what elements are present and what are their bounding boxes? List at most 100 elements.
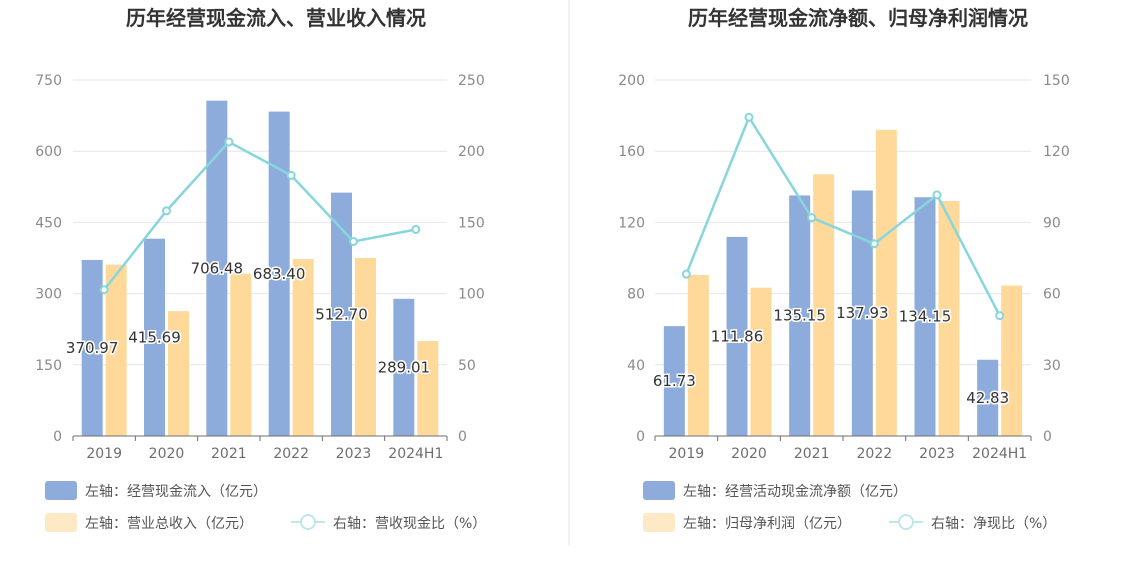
- chart2-right-tick-label: 150: [1043, 73, 1070, 89]
- chart2-bar-secondary[interactable]: [750, 287, 772, 436]
- chart2-bar-value-label: 61.73: [653, 372, 696, 390]
- chart2-x-tick-label: 2022: [857, 446, 893, 462]
- chart1-bar-primary[interactable]: [331, 192, 352, 436]
- chart1-x-tick-label: 2023: [336, 446, 372, 462]
- chart1-legend-label-bar2[interactable]: 左轴：营业总收入（亿元）: [85, 516, 253, 532]
- chart2-x-tick-label: 2020: [731, 446, 767, 462]
- chart1-right-tick-label: 50: [458, 358, 476, 374]
- chart2-x-tick-label: 2023: [919, 446, 955, 462]
- chart1-legend-swatch-bar1[interactable]: [45, 481, 77, 500]
- chart2-x-tick-label: 2021: [794, 446, 830, 462]
- chart2-bar-value-label: 111.86: [711, 327, 764, 345]
- chart1-left-tick-label: 300: [35, 287, 62, 303]
- chart2-plot: 0 40 80 120 160 200 0 30 60 90 120 150 2019 2020 2021 2…: [618, 73, 1069, 462]
- chart2-bar-value-label: 137.93: [836, 304, 889, 322]
- chart1-x-tick-label: 2024H1: [388, 446, 443, 462]
- chart2-bar-secondary[interactable]: [813, 174, 835, 436]
- chart1-bar-value-label: 370.97: [66, 339, 119, 357]
- chart2-legend-label-line[interactable]: 右轴：净现比（%）: [931, 516, 1056, 532]
- chart2-bar-primary[interactable]: [663, 326, 685, 436]
- chart1-left-tick-label: 750: [35, 73, 62, 89]
- chart1-x-tick-label: 2019: [86, 446, 122, 462]
- chart1-x-tick-label: 2021: [211, 446, 247, 462]
- chart1-bar-secondary[interactable]: [292, 258, 314, 436]
- chart2-left-tick-label: 120: [618, 215, 645, 231]
- chart1-legend-swatch-bar2[interactable]: [45, 513, 77, 532]
- chart2-right-tick-label: 60: [1043, 287, 1061, 303]
- chart2-ratio-point[interactable]: [932, 190, 942, 200]
- chart1-bar-secondary[interactable]: [417, 341, 439, 436]
- chart2-bar-primary[interactable]: [851, 190, 873, 436]
- chart1-bar-secondary[interactable]: [230, 273, 252, 436]
- chart1-ratio-point[interactable]: [162, 206, 171, 216]
- chart2-bar-secondary[interactable]: [1001, 285, 1023, 436]
- chart2-legend-label-bar1[interactable]: 左轴：经营活动现金流净额（亿元）: [683, 484, 907, 500]
- chart2-ratio-line[interactable]: [685, 114, 1001, 317]
- chart2-bar-secondary[interactable]: [687, 274, 709, 436]
- chart1-ratio-point[interactable]: [99, 285, 109, 295]
- chart1-bar-value-label: 289.01: [378, 358, 431, 376]
- chart2-left-tick-label: 160: [618, 144, 645, 160]
- chart2-bar-primary[interactable]: [977, 359, 999, 436]
- chart2-left-tick-label: 200: [618, 73, 645, 89]
- chart1-right-tick-label: 200: [458, 144, 485, 160]
- chart2-ratio-point[interactable]: [681, 269, 691, 279]
- chart1-ratio-line[interactable]: [103, 140, 417, 291]
- chart1-legend-label-bar1[interactable]: 左轴：经营现金流入（亿元）: [85, 484, 267, 500]
- chart1-bar-secondary[interactable]: [168, 311, 189, 436]
- chart1-ratio-point[interactable]: [411, 225, 421, 235]
- chart2-ratio-point[interactable]: [869, 239, 879, 249]
- chart1-left-tick-label: 600: [35, 144, 62, 160]
- chart1-bar-primary[interactable]: [81, 259, 103, 436]
- chart1-left-tick-label: 150: [35, 358, 62, 374]
- chart1-bar-primary[interactable]: [144, 238, 165, 436]
- chart1-bar-primary[interactable]: [268, 111, 290, 437]
- chart1-bar-secondary[interactable]: [105, 264, 127, 436]
- chart1-bar-value-label: 415.69: [128, 328, 181, 346]
- chart2-title: 历年经营现金流净额、归母净利润情况: [688, 6, 1028, 30]
- chart1-right-tick-label: 0: [458, 429, 467, 445]
- chart1-ratio-point[interactable]: [286, 170, 296, 180]
- chart2-legend-swatch-bar2[interactable]: [643, 513, 675, 532]
- chart1-left-tick-label: 450: [35, 215, 62, 231]
- chart2-x-tick-label: 2019: [669, 446, 705, 462]
- chart2-right-tick-label: 0: [1043, 429, 1052, 445]
- chart1-title: 历年经营现金流入、营业收入情况: [126, 6, 426, 30]
- chart2-ratio-point[interactable]: [995, 311, 1005, 321]
- chart1-bar-primary[interactable]: [206, 100, 228, 436]
- chart2-bar-value-label: 134.15: [899, 308, 952, 326]
- chart2-ratio-point[interactable]: [744, 112, 754, 122]
- chart1-bar-value-label: 706.48: [191, 259, 244, 277]
- chart2-legend-label-bar2[interactable]: 左轴：归母净利润（亿元）: [683, 515, 851, 532]
- chart1-bar-primary[interactable]: [393, 298, 415, 436]
- chart1-bar-value-label: 683.40: [253, 265, 306, 283]
- chart1-legend-line-icon[interactable]: [291, 514, 325, 530]
- chart1-x-tick-label: 2022: [273, 446, 309, 462]
- chart2-legend-swatch-bar1[interactable]: [643, 481, 675, 500]
- chart2-bar-primary[interactable]: [726, 236, 748, 436]
- chart2-right-tick-label: 120: [1043, 144, 1070, 160]
- chart1-left-tick-label: 0: [53, 429, 62, 445]
- chart2-left-tick-label: 0: [636, 429, 645, 445]
- chart1-x-tick-label: 2020: [149, 446, 185, 462]
- chart2-ratio-point[interactable]: [807, 213, 817, 223]
- chart1-bar-value-label: 512.70: [315, 305, 368, 323]
- chart1-legend-label-line[interactable]: 右轴：营收现金比（%）: [333, 516, 486, 532]
- chart2-bar-secondary[interactable]: [875, 129, 897, 436]
- chart2-bar-primary[interactable]: [914, 197, 936, 436]
- chart2-bar-primary[interactable]: [789, 195, 811, 436]
- chart1-right-tick-label: 150: [458, 215, 485, 231]
- chart2-x-tick-label: 2024H1: [972, 446, 1027, 462]
- chart1-bar-secondary[interactable]: [355, 258, 376, 436]
- chart1-right-tick-label: 100: [458, 287, 485, 303]
- chart1-plot: 0 150 300 450 600 750 0 50 100 150 200 250 2019 2020 2…: [35, 73, 484, 462]
- chart2-right-tick-label: 30: [1043, 358, 1061, 374]
- chart2-left-tick-label: 80: [627, 287, 645, 303]
- chart2-left-tick-label: 40: [627, 358, 645, 374]
- chart1-ratio-point[interactable]: [349, 236, 358, 246]
- chart2-legend-line-icon[interactable]: [889, 514, 923, 530]
- chart2-bar-secondary[interactable]: [938, 201, 960, 436]
- chart1-ratio-point[interactable]: [224, 137, 234, 147]
